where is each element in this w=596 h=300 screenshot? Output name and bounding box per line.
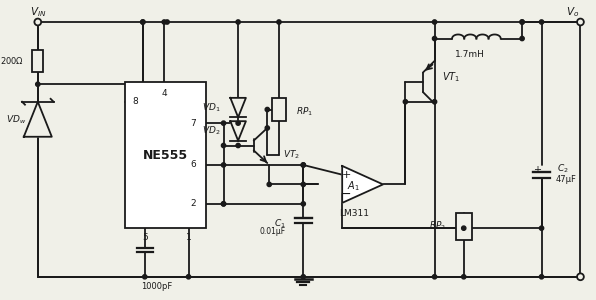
- Text: 1: 1: [185, 233, 191, 242]
- Text: 1.7mH: 1.7mH: [455, 50, 485, 58]
- Text: +: +: [533, 165, 541, 175]
- Text: $200\Omega$: $200\Omega$: [0, 56, 24, 66]
- Circle shape: [577, 273, 584, 280]
- Circle shape: [236, 20, 240, 24]
- Circle shape: [221, 163, 226, 167]
- Circle shape: [265, 107, 269, 112]
- Circle shape: [236, 143, 240, 148]
- Circle shape: [35, 19, 41, 26]
- Text: $VT_2$: $VT_2$: [283, 149, 300, 161]
- Circle shape: [301, 202, 305, 206]
- Circle shape: [462, 275, 466, 279]
- Circle shape: [162, 20, 166, 24]
- Text: $RP_2$: $RP_2$: [429, 220, 446, 233]
- Circle shape: [301, 182, 305, 187]
- Circle shape: [236, 121, 240, 125]
- Text: $V_o$: $V_o$: [566, 5, 579, 19]
- Text: 2: 2: [191, 200, 196, 208]
- Text: +: +: [342, 170, 351, 180]
- Bar: [125, 82, 206, 228]
- Text: $A_1$: $A_1$: [347, 179, 360, 193]
- Circle shape: [539, 20, 544, 24]
- Circle shape: [433, 36, 437, 41]
- Text: $C_2$: $C_2$: [557, 163, 569, 175]
- Circle shape: [141, 20, 145, 24]
- Polygon shape: [230, 121, 246, 141]
- Text: $VD_1$: $VD_1$: [202, 101, 221, 114]
- Circle shape: [36, 82, 40, 86]
- Text: −: −: [341, 188, 351, 201]
- Circle shape: [301, 275, 305, 279]
- Circle shape: [301, 163, 305, 167]
- Circle shape: [267, 182, 271, 187]
- Circle shape: [221, 202, 226, 206]
- Text: 5: 5: [142, 233, 148, 242]
- Text: $VD_2$: $VD_2$: [202, 125, 221, 137]
- Polygon shape: [24, 102, 52, 137]
- Circle shape: [433, 275, 437, 279]
- Circle shape: [577, 19, 584, 26]
- Bar: [32, 50, 43, 72]
- Circle shape: [141, 20, 145, 24]
- Circle shape: [433, 20, 437, 24]
- Bar: [456, 213, 471, 240]
- Text: NE555: NE555: [143, 149, 188, 162]
- Circle shape: [187, 275, 191, 279]
- Circle shape: [539, 226, 544, 230]
- Text: 1000pF: 1000pF: [141, 282, 172, 291]
- Text: 47μF: 47μF: [555, 175, 576, 184]
- Circle shape: [403, 100, 408, 104]
- Circle shape: [520, 20, 524, 24]
- Text: 7: 7: [191, 118, 196, 127]
- Text: 8: 8: [132, 97, 138, 106]
- Circle shape: [520, 36, 524, 41]
- Circle shape: [221, 121, 226, 125]
- Circle shape: [277, 20, 281, 24]
- Text: $VT_1$: $VT_1$: [442, 70, 461, 84]
- Circle shape: [520, 20, 524, 24]
- Polygon shape: [230, 98, 246, 117]
- Circle shape: [301, 163, 305, 167]
- Text: $RP_1$: $RP_1$: [296, 105, 313, 118]
- Circle shape: [539, 275, 544, 279]
- Circle shape: [142, 275, 147, 279]
- Circle shape: [221, 202, 226, 206]
- Circle shape: [165, 20, 169, 24]
- Circle shape: [462, 226, 466, 230]
- Text: $VD_w$: $VD_w$: [6, 113, 26, 125]
- Text: $V_{IN}$: $V_{IN}$: [30, 5, 46, 19]
- Text: 4: 4: [162, 89, 167, 98]
- Text: LM311: LM311: [339, 209, 369, 218]
- Circle shape: [221, 143, 226, 148]
- Text: 0.01μF: 0.01μF: [260, 226, 285, 236]
- Circle shape: [433, 100, 437, 104]
- Polygon shape: [342, 166, 383, 203]
- Bar: [272, 98, 285, 121]
- Text: 6: 6: [191, 160, 196, 169]
- Text: $C_1$: $C_1$: [274, 217, 285, 230]
- Circle shape: [265, 126, 269, 130]
